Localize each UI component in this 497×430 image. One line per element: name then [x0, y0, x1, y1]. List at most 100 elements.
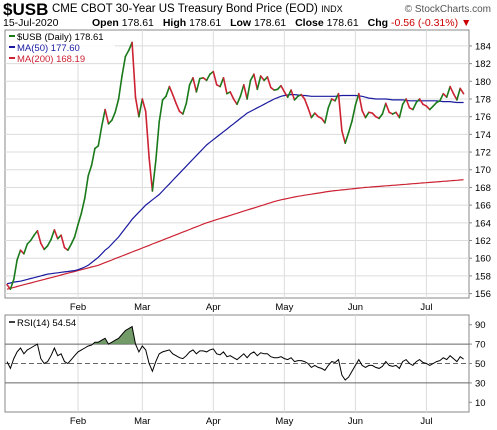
price-segment-up	[97, 125, 103, 147]
price-segment-up	[46, 238, 52, 247]
price-x-tick-label: Jul	[420, 302, 432, 313]
price-segment-down	[452, 92, 458, 101]
price-segment-up	[100, 108, 106, 128]
price-segment-up	[398, 103, 404, 119]
price-segment-up	[161, 95, 167, 101]
legend-box	[7, 31, 115, 63]
price-segment-down	[144, 110, 150, 159]
price-segment-up	[26, 239, 32, 245]
price-segment-down	[39, 242, 46, 251]
chg-text: -0.56 (-0.31%)	[390, 17, 459, 29]
price-segment-up	[155, 121, 160, 162]
price-segment-up	[354, 92, 360, 106]
price-segment-up	[114, 98, 120, 114]
symbol-label: $USB	[3, 0, 49, 19]
price-segment-up	[165, 85, 171, 98]
price-segment-down	[168, 85, 174, 96]
price-segment-down	[266, 76, 272, 89]
price-segment-up	[286, 89, 292, 98]
price-segment-up	[381, 102, 387, 115]
price-segment-down	[357, 92, 363, 112]
price-lines	[6, 41, 465, 291]
low-label: Low	[230, 17, 252, 29]
price-segment-up	[445, 85, 451, 98]
price-x-tick-label: Apr	[206, 302, 221, 313]
price-segment-up	[412, 101, 418, 111]
price-segment-up	[87, 164, 93, 177]
price-segment-up	[29, 234, 35, 242]
price-segment-up	[205, 73, 211, 82]
price-segment-up	[80, 197, 86, 214]
rsi-y-axis: 10 30 50 70 90	[469, 320, 486, 409]
price-y-axis: 156 158 160 162 164 166 168 170 172 174 176 178 180 1…	[469, 41, 491, 300]
rsi-y-tick-label: 50	[475, 359, 486, 370]
open-label: Open	[92, 17, 119, 29]
price-segment-up	[456, 87, 462, 101]
price-y-tick-label: 182	[475, 59, 491, 70]
price-segment-down	[418, 98, 424, 106]
price-segment-up	[182, 102, 188, 115]
price-y-tick-label: 172	[475, 148, 491, 159]
ma200-line	[6, 179, 464, 290]
rsi-x-tick-label: Apr	[206, 416, 221, 427]
ma50-line	[6, 93, 464, 285]
price-segment-up	[188, 77, 194, 86]
price-segment-up	[185, 84, 191, 105]
price-x-tick-label: Jun	[348, 302, 363, 313]
price-segment-up	[138, 98, 144, 118]
price-y-tick-label: 176	[475, 112, 491, 123]
price-segment-down	[307, 107, 313, 119]
price-segment-up	[111, 111, 116, 121]
price-segment-up	[195, 77, 201, 93]
price-legend: $USB (Daily) 178.61 MA(50) 177.60 MA(200…	[7, 31, 115, 65]
price-segment-up	[432, 101, 438, 107]
price-segment-down	[371, 112, 377, 118]
price-segment-down	[259, 75, 265, 82]
price-segment-down	[425, 105, 431, 111]
price-segment-up	[219, 77, 225, 88]
price-segment-down	[171, 93, 177, 105]
rsi-x-tick-label: Jun	[348, 416, 363, 427]
price-y-tick-label: 174	[475, 130, 491, 141]
price-segment-down	[232, 98, 238, 106]
price-segment-up	[23, 243, 29, 255]
price-y-tick-label: 164	[475, 218, 491, 229]
legend-price: $USB (Daily) 178.61	[17, 32, 104, 43]
open-value: 178.61	[121, 17, 154, 29]
price-segment-up	[239, 84, 245, 98]
date-label: 15-Jul-2020	[3, 17, 59, 29]
rsi-line	[6, 325, 464, 381]
price-y-tick-label: 180	[475, 77, 491, 88]
rsi-x-tick-label: Feb	[70, 416, 86, 427]
exchange-label: INDX	[321, 4, 343, 14]
price-segment-down	[303, 98, 309, 109]
close-label: Close	[295, 17, 324, 29]
price-x-axis: Feb Mar Apr May Jun Jul	[70, 302, 433, 313]
price-segment-up	[310, 112, 316, 119]
rsi-y-tick-label: 10	[475, 398, 486, 409]
price-segment-down	[243, 84, 248, 100]
price-segment-up	[158, 99, 164, 123]
price-segment-up	[364, 111, 370, 119]
price-segment-up	[344, 131, 350, 144]
price-y-tick-label: 168	[475, 183, 491, 194]
rsi-y-tick-label: 90	[475, 320, 486, 331]
price-segment-down	[337, 92, 343, 132]
price-segment-up	[324, 107, 330, 124]
price-segment-down	[283, 91, 289, 98]
price-segment-up	[9, 278, 15, 291]
price-segment-down	[459, 87, 465, 95]
price-segment-down	[131, 41, 137, 98]
price-segment-down	[53, 229, 59, 240]
legend-ma200: MA(200) 168.19	[17, 54, 85, 65]
price-segment-down	[60, 234, 66, 249]
price-segment-up	[117, 75, 123, 100]
price-segment-up	[293, 95, 299, 101]
price-x-tick-label: Feb	[70, 302, 86, 313]
rsi-x-tick-label: Jul	[420, 416, 432, 427]
rsi-legend: RSI(14) 54.54	[17, 318, 76, 329]
rsi-x-tick-label: May	[275, 416, 293, 427]
watermark: © StockCharts.com	[404, 4, 491, 15]
price-y-tick-label: 162	[475, 236, 491, 247]
